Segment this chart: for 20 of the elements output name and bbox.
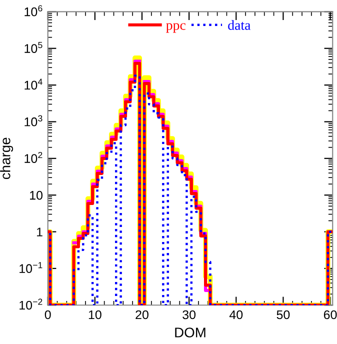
y-tick-label: 10$^{4}$ xyxy=(24,78,42,90)
y-tick-label: 10$^{3}$ xyxy=(24,115,42,126)
x-tick-label: 60 xyxy=(324,310,337,320)
y-tick-label: 10$^{5}$ xyxy=(24,42,42,53)
y-tick-label: 1 xyxy=(36,228,42,236)
x-tick-label: 10 xyxy=(88,310,102,320)
x-tick-label: 30 xyxy=(182,310,196,320)
y-tick-label: 10$^{6}$ xyxy=(24,5,42,16)
x-tick-label: 0 xyxy=(44,310,51,320)
y-axis-title: charge xyxy=(0,138,14,180)
y-tick-label: 10$^{−1}$ xyxy=(20,262,42,274)
legend-label: data xyxy=(228,20,251,30)
x-tick-label: 50 xyxy=(276,310,290,320)
y-tick-label: 10 xyxy=(30,190,43,200)
legend-label: ppc xyxy=(166,23,186,33)
x-tick-label: 40 xyxy=(229,310,243,320)
x-tick-label: 20 xyxy=(136,310,148,320)
y-tick-label: 10$^{2}$ xyxy=(24,152,42,163)
y-tick-label: 10$^{−2}$ xyxy=(20,298,42,310)
x-axis-title: DOM xyxy=(175,328,206,338)
